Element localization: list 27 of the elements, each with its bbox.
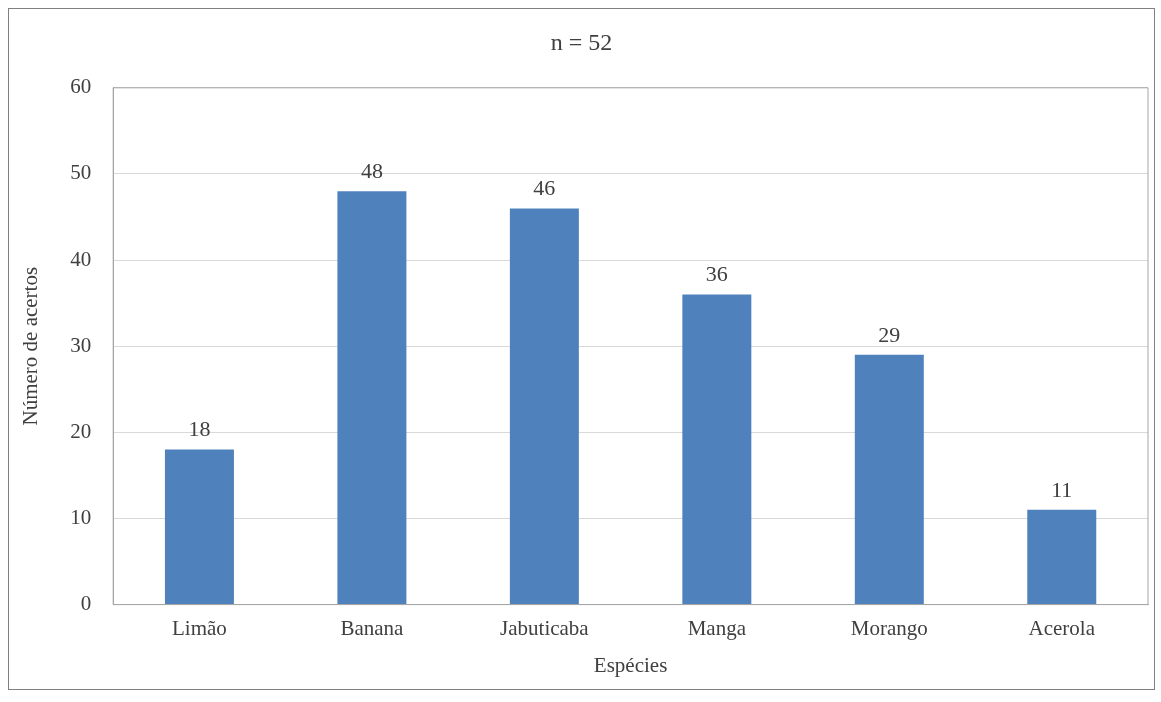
data-label: 46 — [533, 175, 556, 201]
bar — [682, 294, 752, 605]
data-label: 18 — [188, 416, 211, 442]
x-tick-label: Manga — [687, 615, 747, 640]
data-label: 29 — [878, 321, 901, 347]
x-tick-label: Morango — [850, 615, 928, 640]
y-axis-title: Número de acertos — [18, 266, 43, 426]
y-tick-label: 50 — [70, 160, 92, 185]
x-tick-label: Acerola — [1028, 615, 1096, 640]
chart-title: n = 52 — [550, 28, 613, 55]
y-tick-label: 0 — [80, 591, 92, 616]
y-tick-label: 20 — [70, 418, 92, 443]
bar — [164, 449, 234, 605]
data-label: 48 — [360, 157, 383, 183]
x-tick-label: Jabuticaba — [500, 615, 590, 640]
x-tick-label: Banana — [340, 615, 405, 640]
y-tick-label: 30 — [70, 332, 92, 357]
y-tick-label: 40 — [70, 246, 92, 271]
x-tick-label: Limão — [172, 615, 227, 640]
bar — [509, 208, 579, 605]
data-label: 36 — [705, 261, 728, 287]
bar — [337, 191, 407, 605]
data-label: 11 — [1051, 476, 1073, 502]
y-tick-label: 60 — [70, 74, 92, 99]
bar — [854, 354, 924, 605]
bar — [1027, 509, 1097, 605]
y-tick-label: 10 — [70, 504, 92, 529]
